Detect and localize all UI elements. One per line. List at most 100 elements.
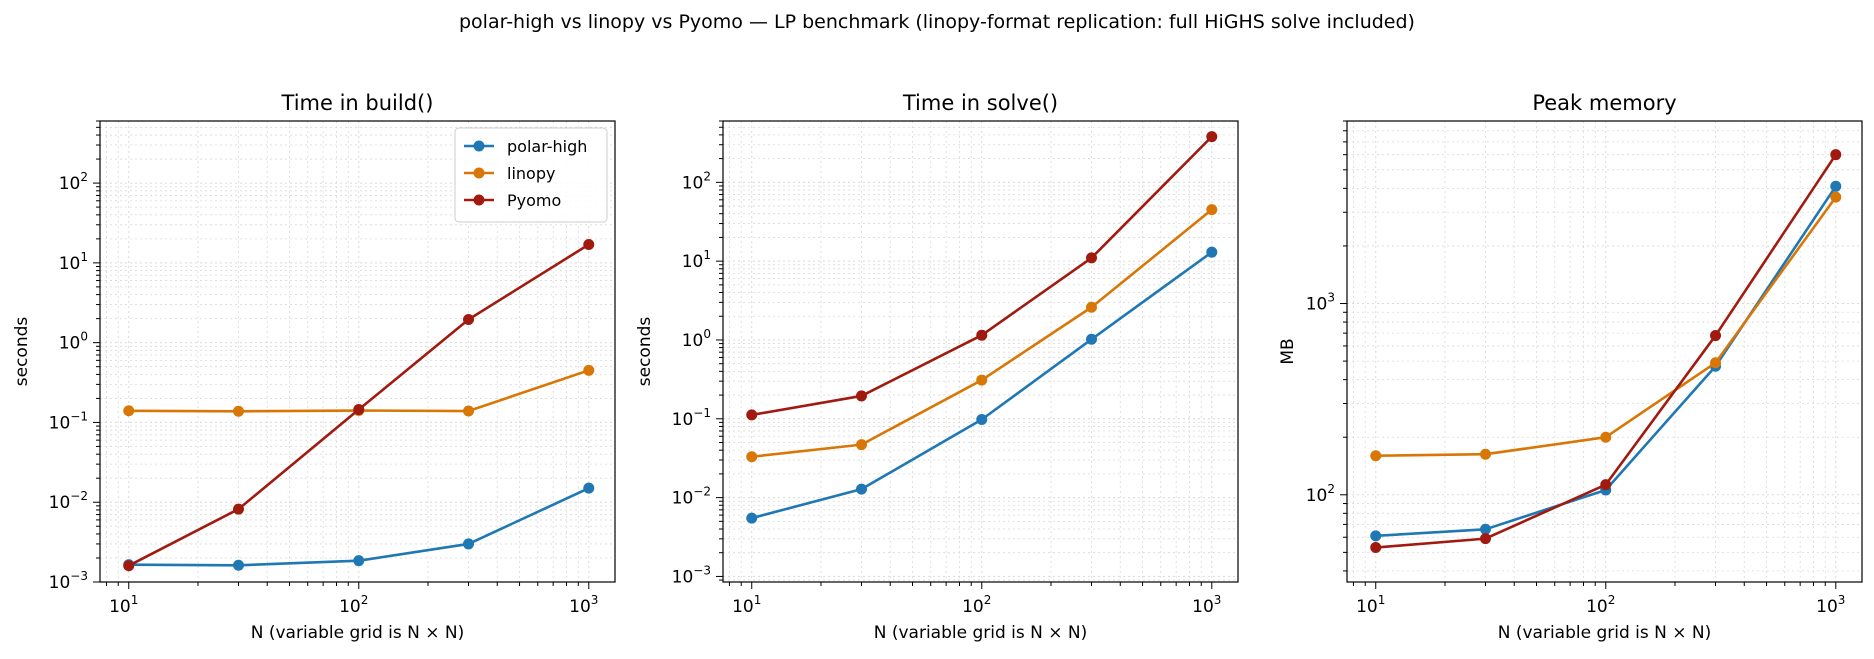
data-point [1086, 301, 1098, 313]
axes-frame [722, 120, 1239, 583]
y-tick-label: 101 [682, 248, 711, 272]
x-tick-label: 102 [1586, 593, 1615, 617]
series-linopy [746, 204, 1218, 463]
y-axis-label: seconds [12, 317, 32, 387]
x-tick-label: 103 [1816, 593, 1845, 617]
chart-title: Time in solve() [902, 91, 1058, 115]
series-pyomo [123, 238, 595, 572]
data-point [583, 482, 595, 494]
data-point [976, 413, 988, 425]
legend-label: linopy [507, 164, 555, 183]
legend-frame [454, 127, 608, 223]
data-point [976, 374, 988, 386]
x-tick-label: 101 [109, 593, 138, 617]
axes-frame [1346, 120, 1863, 583]
legend-item: polar-high [464, 137, 587, 156]
grid [100, 120, 615, 583]
chart-title: Time in build() [281, 91, 434, 115]
data-point [463, 314, 475, 326]
axes-frame [99, 120, 616, 583]
series-pyomo [746, 131, 1218, 421]
data-point [1479, 523, 1491, 535]
series-pyomo [1370, 149, 1842, 554]
data-point [1206, 246, 1218, 258]
legend-swatch-marker [473, 140, 485, 152]
data-point [1206, 131, 1218, 143]
x-tick-label: 101 [1356, 593, 1385, 617]
data-point [583, 364, 595, 376]
y-axis-label: seconds [635, 317, 655, 387]
y-tick-label: 100 [59, 330, 88, 354]
x-tick-label: 101 [732, 593, 761, 617]
data-point [583, 238, 595, 250]
series-line [751, 135, 1213, 417]
y-tick-label: 101 [59, 250, 88, 274]
data-point [463, 538, 475, 550]
legend-swatch-marker [473, 167, 485, 179]
data-point [1710, 330, 1722, 342]
legend: polar-high linopy Pyomo [454, 127, 608, 223]
data-point [123, 560, 135, 572]
data-point [1830, 149, 1842, 161]
x-tick-label: 102 [962, 593, 991, 617]
y-tick-label: 10−3 [672, 563, 711, 587]
data-point [855, 439, 867, 451]
y-tick-label: 102 [682, 169, 711, 193]
y-tick-label: 10−3 [49, 569, 88, 593]
data-point [1600, 431, 1612, 443]
x-tick-label: 103 [1192, 593, 1221, 617]
x-tick-label: 103 [569, 593, 598, 617]
data-point [353, 404, 365, 416]
data-point [1370, 530, 1382, 542]
data-point [232, 405, 244, 417]
legend-label: polar-high [507, 137, 587, 156]
series-linopy [1370, 191, 1842, 462]
y-tick-label: 10−2 [49, 489, 88, 513]
data-point [1206, 204, 1218, 216]
y-tick-label: 10−1 [672, 406, 711, 430]
series-polar-high [123, 482, 595, 571]
legend-item: Pyomo [464, 191, 561, 210]
data-point [463, 405, 475, 417]
data-point [123, 405, 135, 417]
y-tick-label: 102 [1306, 482, 1335, 506]
data-point [1370, 450, 1382, 462]
series-polar-high [746, 246, 1218, 524]
data-point [1710, 357, 1722, 369]
data-point [1600, 479, 1612, 491]
data-point [1830, 191, 1842, 203]
x-axis-label: N (variable grid is N × N) [874, 623, 1088, 643]
chart-panel-2: 101 102 103 10−3 10−2 10−1 100 101 102 Time in so… [635, 91, 1239, 643]
data-point [1086, 252, 1098, 264]
x-tick-label: 102 [339, 593, 368, 617]
legend-label: Pyomo [507, 191, 561, 210]
data-point [1086, 333, 1098, 345]
y-axis-label: MB [1278, 338, 1298, 364]
figure-suptitle: polar-high vs linopy vs Pyomo — LP bench… [459, 11, 1415, 33]
chart-panel-3: 101 102 103 102 103 Peak memory N (variable gr… [1278, 91, 1863, 643]
data-point [232, 559, 244, 571]
data-point [1479, 533, 1491, 545]
data-point [353, 555, 365, 567]
data-point [1370, 542, 1382, 554]
data-point [746, 512, 758, 524]
legend-swatch-marker [473, 194, 485, 206]
data-point [976, 329, 988, 341]
y-tick-label: 10−1 [49, 409, 88, 433]
data-point [855, 483, 867, 495]
y-tick-label: 102 [59, 170, 88, 194]
data-point [232, 503, 244, 515]
grid [1347, 120, 1862, 582]
chart-title: Peak memory [1532, 91, 1676, 115]
y-tick-label: 100 [682, 327, 711, 351]
data-point [855, 390, 867, 402]
x-axis-label: N (variable grid is N × N) [1498, 623, 1712, 643]
y-tick-label: 10−2 [672, 485, 711, 509]
data-point [1830, 180, 1842, 192]
legend-item: linopy [464, 164, 555, 183]
data-point [1479, 448, 1491, 460]
y-tick-label: 103 [1306, 291, 1335, 315]
data-point [746, 451, 758, 463]
chart-panel-1: 101 102 103 10−3 10−2 10−1 100 101 102 Time in bu… [12, 91, 616, 643]
